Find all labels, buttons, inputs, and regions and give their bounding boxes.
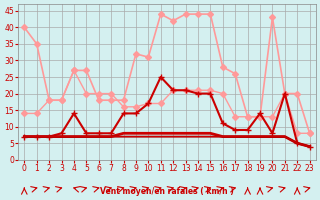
X-axis label: Vent moyen/en rafales ( km/h ): Vent moyen/en rafales ( km/h ) xyxy=(100,187,234,196)
